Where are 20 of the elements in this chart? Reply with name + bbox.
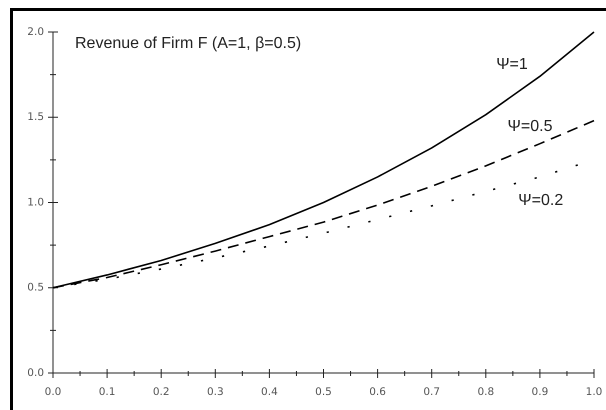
- x-tick-label: 0.1: [98, 386, 116, 398]
- y-tick-label: 0.5: [27, 282, 44, 294]
- y-tick-label: 1.0: [27, 196, 44, 208]
- x-tick-label: 0.0: [44, 386, 62, 398]
- x-tick-label: 0.6: [369, 386, 386, 398]
- series-label: Ψ=1: [496, 56, 528, 74]
- series-label: Ψ=0.5: [508, 118, 553, 135]
- x-tick-label: 0.3: [206, 386, 224, 398]
- x-tick-label: 0.7: [423, 386, 440, 398]
- x-tick-label: 0.2: [152, 386, 170, 398]
- chart-title: Revenue of Firm F (A=1, β=0.5): [75, 35, 302, 52]
- x-tick-label: 1.0: [586, 386, 602, 398]
- x-tick-label: 0.5: [315, 386, 332, 398]
- series-label: Ψ=0.2: [518, 192, 564, 210]
- x-tick-label: 0.8: [477, 386, 494, 398]
- y-tick-label: 0.0: [27, 366, 44, 379]
- y-tick-label: 2.0: [27, 26, 44, 38]
- x-tick-label: 0.9: [532, 386, 548, 398]
- x-tick-label: 0.4: [261, 386, 278, 398]
- y-tick-label: 1.5: [27, 111, 44, 124]
